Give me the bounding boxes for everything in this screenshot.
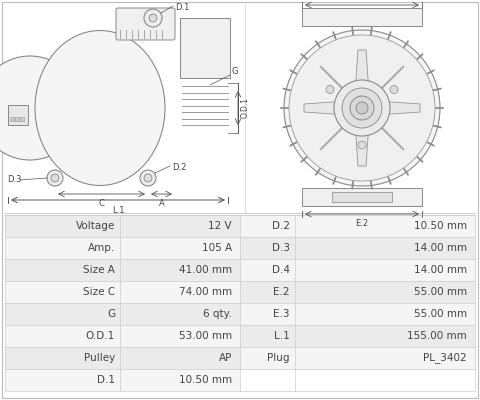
- Text: O.D.1: O.D.1: [86, 331, 115, 341]
- Text: 74.00 mm: 74.00 mm: [179, 287, 232, 297]
- Text: O.D.1: O.D.1: [241, 98, 250, 118]
- Text: 105 A: 105 A: [202, 243, 232, 253]
- Text: C: C: [98, 199, 105, 208]
- Bar: [5, 215, 240, 237]
- Circle shape: [289, 35, 435, 181]
- Text: D.1: D.1: [97, 375, 115, 385]
- Circle shape: [358, 141, 366, 149]
- Circle shape: [356, 102, 368, 114]
- Circle shape: [144, 9, 162, 27]
- Polygon shape: [362, 100, 420, 116]
- Bar: [8, 105, 28, 125]
- Text: L.1: L.1: [112, 206, 124, 215]
- Text: AP: AP: [218, 353, 232, 363]
- Text: Amp.: Amp.: [88, 243, 115, 253]
- Circle shape: [326, 86, 334, 94]
- Bar: [20, 117, 24, 121]
- Text: 14.00 mm: 14.00 mm: [414, 243, 467, 253]
- Bar: [240, 303, 475, 325]
- Bar: [10, 117, 14, 121]
- Text: 14.00 mm: 14.00 mm: [414, 265, 467, 275]
- Bar: [240, 281, 475, 303]
- Text: 6 qty.: 6 qty.: [204, 309, 232, 319]
- Circle shape: [390, 86, 398, 94]
- Polygon shape: [354, 50, 370, 108]
- Bar: [332, 192, 392, 202]
- Text: D.2: D.2: [272, 221, 290, 231]
- Circle shape: [334, 80, 390, 136]
- Bar: [240, 215, 475, 237]
- Bar: [240, 237, 475, 259]
- Bar: [5, 281, 240, 303]
- Circle shape: [47, 170, 63, 186]
- Bar: [5, 237, 240, 259]
- Text: Size A: Size A: [83, 265, 115, 275]
- Text: E.3: E.3: [274, 309, 290, 319]
- Text: D.4: D.4: [272, 265, 290, 275]
- Text: PL_3402: PL_3402: [423, 352, 467, 364]
- Bar: [180, 18, 230, 78]
- Text: 12 V: 12 V: [208, 221, 232, 231]
- Circle shape: [140, 170, 156, 186]
- Text: L.1: L.1: [274, 331, 290, 341]
- Bar: [240, 347, 475, 369]
- Text: 53.00 mm: 53.00 mm: [179, 331, 232, 341]
- Text: A: A: [158, 199, 164, 208]
- Text: Plug: Plug: [267, 353, 290, 363]
- Circle shape: [350, 96, 374, 120]
- Bar: [302, 188, 422, 206]
- Polygon shape: [354, 108, 370, 166]
- Text: E.2: E.2: [274, 287, 290, 297]
- Text: 55.00 mm: 55.00 mm: [414, 287, 467, 297]
- Circle shape: [284, 30, 440, 186]
- Bar: [302, 8, 422, 26]
- Text: 55.00 mm: 55.00 mm: [414, 309, 467, 319]
- Ellipse shape: [35, 30, 165, 186]
- Bar: [240, 259, 475, 281]
- Bar: [5, 303, 240, 325]
- Text: Voltage: Voltage: [76, 221, 115, 231]
- Text: D.3: D.3: [7, 176, 22, 184]
- Text: Size C: Size C: [83, 287, 115, 297]
- Text: D.1: D.1: [175, 4, 190, 12]
- Text: 155.00 mm: 155.00 mm: [407, 331, 467, 341]
- Text: D.3: D.3: [272, 243, 290, 253]
- FancyBboxPatch shape: [116, 8, 175, 40]
- Text: 10.50 mm: 10.50 mm: [179, 375, 232, 385]
- Text: Pulley: Pulley: [84, 353, 115, 363]
- Text: 41.00 mm: 41.00 mm: [179, 265, 232, 275]
- Text: G: G: [107, 309, 115, 319]
- Bar: [5, 259, 240, 281]
- Bar: [5, 347, 240, 369]
- Circle shape: [342, 88, 382, 128]
- Bar: [5, 369, 240, 391]
- Text: E.2: E.2: [355, 219, 369, 228]
- Polygon shape: [304, 100, 362, 116]
- Text: G: G: [232, 68, 239, 76]
- Text: 10.50 mm: 10.50 mm: [414, 221, 467, 231]
- Bar: [15, 117, 19, 121]
- Text: D.2: D.2: [172, 164, 186, 172]
- Circle shape: [51, 174, 59, 182]
- Bar: [240, 325, 475, 347]
- Bar: [5, 325, 240, 347]
- Circle shape: [0, 56, 82, 160]
- Circle shape: [149, 14, 157, 22]
- Circle shape: [144, 174, 152, 182]
